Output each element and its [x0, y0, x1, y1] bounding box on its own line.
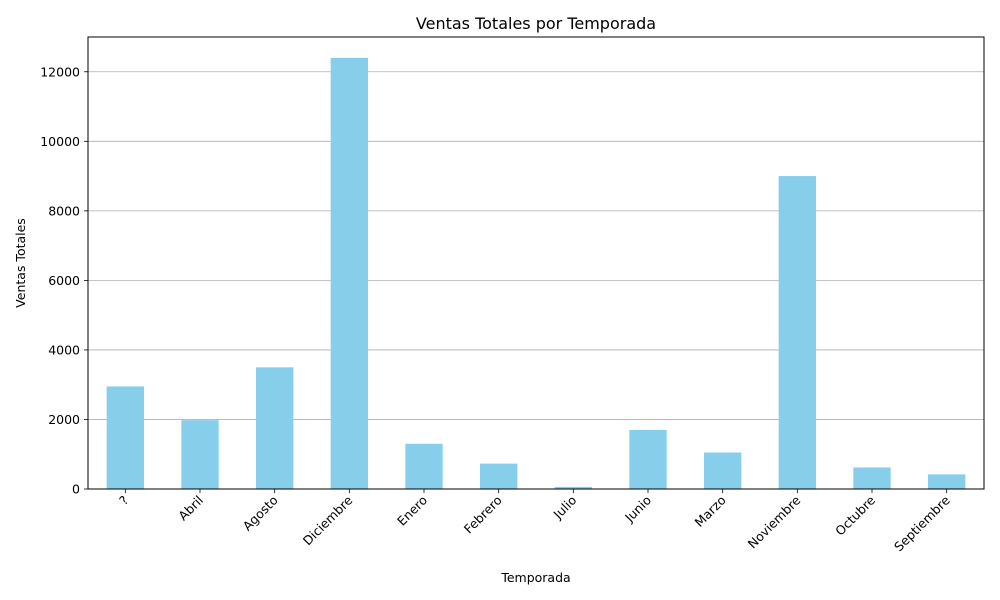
bar-enero — [405, 443, 443, 489]
x-tick-label: Febrero — [461, 493, 505, 537]
bar-noviembre — [778, 176, 816, 490]
bar-marzo — [704, 452, 742, 489]
x-tick-label: Septiembre — [891, 492, 953, 554]
x-tick-label: Octubre — [832, 492, 878, 538]
chart-title: Ventas Totales por Temporada — [416, 14, 656, 33]
y-tick-label: 8000 — [48, 203, 80, 218]
bar-diciembre — [330, 57, 368, 489]
bar-abril — [181, 420, 219, 489]
bar-agosto — [256, 367, 294, 489]
y-axis: 0 2000 4000 6000 8000 10000 12000 — [40, 64, 88, 497]
y-tick-label: 4000 — [48, 342, 80, 357]
x-tick-label: Noviembre — [745, 492, 804, 551]
y-tick-label: 0 — [72, 482, 80, 497]
y-axis-label: Ventas Totales — [13, 218, 28, 308]
x-axis-label: Temporada — [500, 570, 570, 585]
x-tick-label: Agosto — [240, 493, 281, 534]
plot-frame — [87, 36, 985, 490]
x-tick-label: Junio — [621, 493, 654, 526]
x-tick-label: Enero — [394, 493, 430, 529]
bar-unknown — [106, 386, 144, 489]
y-tick-label: 10000 — [40, 134, 80, 149]
y-tick-label: 6000 — [48, 273, 80, 288]
y-tick-label: 2000 — [48, 412, 80, 427]
bar-julio — [554, 486, 592, 489]
bar-junio — [629, 429, 667, 489]
x-axis: ? Abril Agosto Diciembre Enero Febrero Julio Ju… — [116, 489, 953, 554]
x-tick-label: Julio — [550, 493, 580, 523]
x-tick-label: Abril — [175, 493, 206, 524]
x-tick-label: ? — [116, 493, 131, 508]
bar-febrero — [480, 463, 518, 489]
bar-septiembre — [928, 474, 966, 489]
bars — [106, 57, 966, 490]
x-tick-label: Diciembre — [300, 492, 356, 548]
gridlines — [88, 71, 984, 490]
x-tick-label: Marzo — [691, 493, 728, 530]
bar-octubre — [853, 467, 891, 489]
y-tick-label: 12000 — [40, 64, 80, 79]
